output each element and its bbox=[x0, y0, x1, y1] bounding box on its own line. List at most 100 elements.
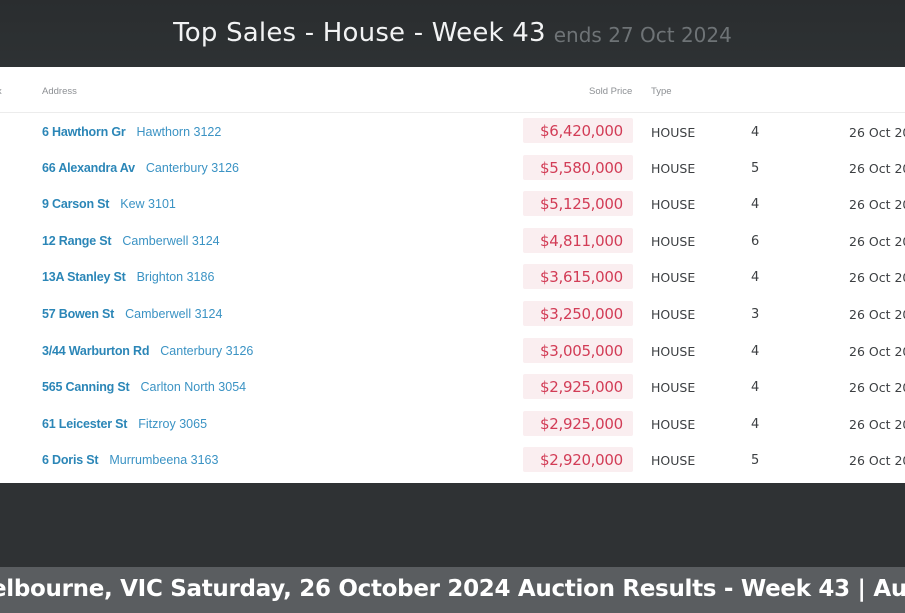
sold-price: $3,250,000 bbox=[540, 304, 623, 323]
price-highlight bbox=[523, 191, 633, 217]
sale-date: 26 Oct 20 bbox=[849, 343, 905, 359]
sold-price: $5,580,000 bbox=[540, 158, 623, 177]
top-sales-table: x Address Sold Price Type 6 Hawthorn Gr … bbox=[0, 67, 905, 483]
price-highlight bbox=[523, 227, 633, 253]
suburb-link[interactable]: Canterbury 3126 bbox=[145, 160, 240, 175]
suburb-link[interactable]: Murrumbeena 3163 bbox=[109, 453, 219, 468]
address-cell: 9 Carson St Kew 3101 bbox=[42, 197, 176, 211]
property-type: HOUSE bbox=[651, 197, 696, 213]
column-header-type[interactable]: Type bbox=[651, 86, 672, 97]
sold-price: $2,920,000 bbox=[540, 451, 623, 470]
address-cell: 57 Bowen St Camberwell 3124 bbox=[42, 307, 222, 321]
price-highlight bbox=[523, 118, 633, 143]
table-header: x Address Sold Price Type bbox=[0, 67, 905, 113]
page-header: Top Sales - House - Week 43 ends 27 Oct … bbox=[0, 0, 905, 66]
street-link[interactable]: 13A Stanley St bbox=[42, 270, 126, 285]
street-link[interactable]: 6 Doris St bbox=[42, 453, 99, 468]
suburb-link[interactable]: Fitzroy 3065 bbox=[138, 416, 208, 431]
table-row: 6 Doris St Murrumbeena 3163 $2,920,000 H… bbox=[0, 442, 905, 479]
page-title: Top Sales - House - Week 43 bbox=[173, 18, 546, 48]
price-highlight bbox=[523, 154, 633, 180]
bedrooms: 5 bbox=[751, 453, 760, 469]
property-type: HOUSE bbox=[651, 160, 696, 176]
address-cell: 66 Alexandra Av Canterbury 3126 bbox=[42, 161, 239, 175]
sale-date: 26 Oct 20 bbox=[849, 233, 905, 249]
sale-date: 26 Oct 20 bbox=[849, 125, 905, 140]
table-row: 13A Stanley St Brighton 3186 $3,615,000 … bbox=[0, 259, 905, 296]
property-type: HOUSE bbox=[651, 233, 696, 249]
table-row: 9 Carson St Kew 3101 $5,125,000 HOUSE 4 … bbox=[0, 186, 905, 223]
sold-price: $2,925,000 bbox=[540, 414, 623, 433]
sale-date: 26 Oct 20 bbox=[849, 453, 905, 469]
footer-background bbox=[0, 483, 905, 567]
suburb-link[interactable]: Carlton North 3054 bbox=[140, 380, 247, 395]
column-header-sold-price[interactable]: Sold Price bbox=[589, 86, 633, 97]
address-cell: 3/44 Warburton Rd Canterbury 3126 bbox=[42, 344, 253, 358]
sold-price: $5,125,000 bbox=[540, 195, 623, 214]
address-cell: 13A Stanley St Brighton 3186 bbox=[42, 270, 214, 284]
property-type: HOUSE bbox=[651, 125, 696, 140]
table-row: 57 Bowen St Camberwell 3124 $3,250,000 H… bbox=[0, 296, 905, 333]
table-body: 6 Hawthorn Gr Hawthorn 3122 $6,420,000 H… bbox=[0, 113, 905, 479]
street-link[interactable]: 3/44 Warburton Rd bbox=[42, 343, 150, 358]
column-header-address[interactable]: Address bbox=[42, 86, 77, 97]
caption-bar: elbourne, VIC Saturday, 26 October 2024 … bbox=[0, 567, 905, 613]
bedrooms: 4 bbox=[751, 125, 760, 140]
sold-price: $3,615,000 bbox=[540, 268, 623, 287]
property-type: HOUSE bbox=[651, 416, 696, 432]
property-type: HOUSE bbox=[651, 453, 696, 469]
price-highlight bbox=[523, 410, 633, 436]
address-cell: 6 Doris St Murrumbeena 3163 bbox=[42, 453, 218, 467]
header-background bbox=[0, 0, 905, 70]
bedrooms: 6 bbox=[751, 233, 760, 249]
table-row: 12 Range St Camberwell 3124 $4,811,000 H… bbox=[0, 223, 905, 260]
table-row: 3/44 Warburton Rd Canterbury 3126 $3,005… bbox=[0, 333, 905, 370]
sale-date: 26 Oct 20 bbox=[849, 416, 905, 432]
address-cell: 12 Range St Camberwell 3124 bbox=[42, 234, 220, 248]
table-row: 565 Canning St Carlton North 3054 $2,925… bbox=[0, 369, 905, 406]
property-type: HOUSE bbox=[651, 270, 696, 286]
street-link[interactable]: 6 Hawthorn Gr bbox=[42, 125, 126, 139]
sale-date: 26 Oct 20 bbox=[849, 306, 905, 322]
suburb-link[interactable]: Brighton 3186 bbox=[136, 270, 215, 285]
bedrooms: 5 bbox=[751, 160, 760, 176]
street-link[interactable]: 57 Bowen St bbox=[42, 306, 115, 321]
suburb-link[interactable]: Camberwell 3124 bbox=[125, 306, 223, 321]
street-link[interactable]: 66 Alexandra Av bbox=[42, 160, 135, 175]
address-cell: 565 Canning St Carlton North 3054 bbox=[42, 380, 246, 394]
table-row: 61 Leicester St Fitzroy 3065 $2,925,000 … bbox=[0, 406, 905, 443]
property-type: HOUSE bbox=[651, 306, 696, 322]
sale-date: 26 Oct 20 bbox=[849, 270, 905, 286]
sale-date: 26 Oct 20 bbox=[849, 380, 905, 396]
price-highlight bbox=[523, 337, 633, 363]
bedrooms: 4 bbox=[751, 343, 760, 359]
street-link[interactable]: 61 Leicester St bbox=[42, 416, 128, 431]
suburb-link[interactable]: Kew 3101 bbox=[120, 197, 176, 212]
bedrooms: 4 bbox=[751, 197, 760, 213]
suburb-link[interactable]: Hawthorn 3122 bbox=[136, 125, 222, 139]
street-link[interactable]: 9 Carson St bbox=[42, 197, 110, 212]
sale-date: 26 Oct 20 bbox=[849, 160, 905, 176]
sold-price: $3,005,000 bbox=[540, 341, 623, 360]
table-row: 6 Hawthorn Gr Hawthorn 3122 $6,420,000 H… bbox=[0, 113, 905, 150]
bedrooms: 4 bbox=[751, 416, 760, 432]
sale-date: 26 Oct 20 bbox=[849, 197, 905, 213]
street-link[interactable]: 12 Range St bbox=[42, 233, 112, 248]
sold-price: $6,420,000 bbox=[540, 122, 623, 140]
property-type: HOUSE bbox=[651, 343, 696, 359]
bedrooms: 3 bbox=[751, 306, 760, 322]
street-link[interactable]: 565 Canning St bbox=[42, 380, 130, 395]
table-row: 66 Alexandra Av Canterbury 3126 $5,580,0… bbox=[0, 150, 905, 187]
price-highlight bbox=[523, 264, 633, 290]
address-cell: 6 Hawthorn Gr Hawthorn 3122 bbox=[42, 125, 221, 139]
address-cell: 61 Leicester St Fitzroy 3065 bbox=[42, 417, 207, 431]
sold-price: $2,925,000 bbox=[540, 378, 623, 397]
week-end-date: ends 27 Oct 2024 bbox=[553, 23, 732, 47]
caption-text: elbourne, VIC Saturday, 26 October 2024 … bbox=[0, 576, 905, 602]
column-header-x[interactable]: x bbox=[0, 86, 2, 97]
suburb-link[interactable]: Canterbury 3126 bbox=[160, 343, 254, 358]
price-highlight bbox=[523, 300, 633, 326]
price-highlight bbox=[523, 447, 633, 473]
suburb-link[interactable]: Camberwell 3124 bbox=[122, 233, 220, 248]
sold-price: $4,811,000 bbox=[540, 231, 623, 250]
